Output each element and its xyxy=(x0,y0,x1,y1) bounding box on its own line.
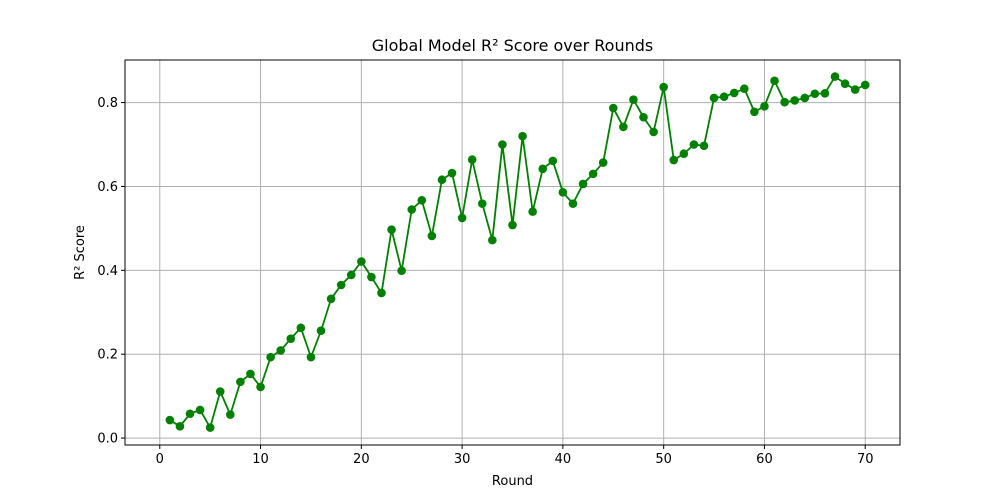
data-point xyxy=(397,266,406,276)
data-point xyxy=(467,155,477,164)
data-point xyxy=(860,80,870,90)
y-axis-ticks: 0.0 0.2 0.4 0.6 0.8 xyxy=(97,96,125,447)
data-point xyxy=(488,235,497,245)
data-point xyxy=(266,352,275,362)
data-point xyxy=(790,96,799,105)
data-point xyxy=(326,294,336,304)
y-tick-label: 0.8 xyxy=(97,96,118,111)
data-point xyxy=(729,88,739,98)
data-point xyxy=(850,85,860,94)
data-point xyxy=(407,205,417,214)
x-tick-label: 20 xyxy=(353,452,370,467)
data-point xyxy=(830,72,840,81)
data-point xyxy=(276,346,286,355)
data-point xyxy=(165,415,175,425)
data-point xyxy=(367,272,376,282)
data-point xyxy=(205,423,215,432)
data-point xyxy=(739,84,749,94)
data-point xyxy=(518,131,527,141)
data-point xyxy=(578,179,588,189)
series-layer xyxy=(165,72,870,432)
data-point xyxy=(417,195,427,205)
data-point xyxy=(619,122,628,132)
data-point xyxy=(649,127,658,137)
data-point xyxy=(568,199,578,208)
data-point xyxy=(226,410,235,419)
chart-title: Global Model R² Score over Rounds xyxy=(372,36,654,55)
data-point xyxy=(709,93,719,103)
data-point xyxy=(659,82,668,92)
data-point xyxy=(508,220,517,230)
data-point xyxy=(780,97,789,107)
data-point xyxy=(629,95,638,104)
data-point xyxy=(538,164,548,174)
data-point xyxy=(689,140,699,149)
data-point xyxy=(236,377,245,387)
data-point xyxy=(719,92,729,101)
x-tick-label: 40 xyxy=(555,452,572,467)
y-tick-label: 0.6 xyxy=(97,180,118,195)
data-point xyxy=(447,168,457,178)
data-point xyxy=(215,387,225,396)
data-point xyxy=(639,112,648,122)
data-point xyxy=(800,93,810,103)
y-tick-label: 0.2 xyxy=(97,348,118,363)
data-point xyxy=(336,280,346,290)
data-point xyxy=(256,382,265,392)
data-point xyxy=(840,79,850,88)
data-point xyxy=(528,207,537,216)
data-point xyxy=(296,323,306,333)
y-tick-label: 0.0 xyxy=(97,432,118,447)
data-point xyxy=(770,76,779,86)
data-point xyxy=(598,158,608,167)
x-axis-ticks: 0 10 20 30 40 50 60 70 xyxy=(156,445,874,467)
x-tick-label: 10 xyxy=(252,452,269,467)
x-tick-label: 30 xyxy=(454,452,471,467)
y-axis-label: R² Score xyxy=(73,225,88,280)
x-tick-label: 60 xyxy=(756,452,773,467)
data-point xyxy=(810,89,820,99)
data-point xyxy=(457,213,467,223)
series-line xyxy=(169,75,866,429)
data-point xyxy=(558,188,568,197)
data-point xyxy=(175,422,185,431)
x-tick-label: 0 xyxy=(156,452,164,467)
data-point xyxy=(316,326,326,336)
x-tick-label: 50 xyxy=(655,452,672,467)
data-point xyxy=(427,231,437,241)
data-point xyxy=(477,199,487,208)
x-tick-label: 70 xyxy=(857,452,874,467)
x-axis-label: Round xyxy=(492,474,533,489)
grid-lines xyxy=(125,60,900,445)
data-point xyxy=(306,352,316,362)
data-point xyxy=(699,141,709,151)
data-point xyxy=(357,257,366,266)
data-point xyxy=(588,169,598,179)
data-point xyxy=(195,405,205,415)
data-point xyxy=(286,334,296,343)
data-point xyxy=(185,409,195,419)
y-tick-label: 0.4 xyxy=(97,264,118,279)
data-point xyxy=(820,89,830,98)
data-point xyxy=(608,103,618,113)
plot-frame xyxy=(124,59,901,446)
data-point xyxy=(387,225,396,234)
data-point xyxy=(679,149,689,159)
data-point xyxy=(437,175,447,185)
data-point xyxy=(377,288,386,298)
data-point xyxy=(346,270,356,280)
data-point xyxy=(246,369,255,379)
data-point xyxy=(750,107,759,117)
data-point xyxy=(760,102,769,111)
data-point xyxy=(669,155,679,165)
data-point xyxy=(498,140,507,149)
data-point xyxy=(548,156,558,166)
